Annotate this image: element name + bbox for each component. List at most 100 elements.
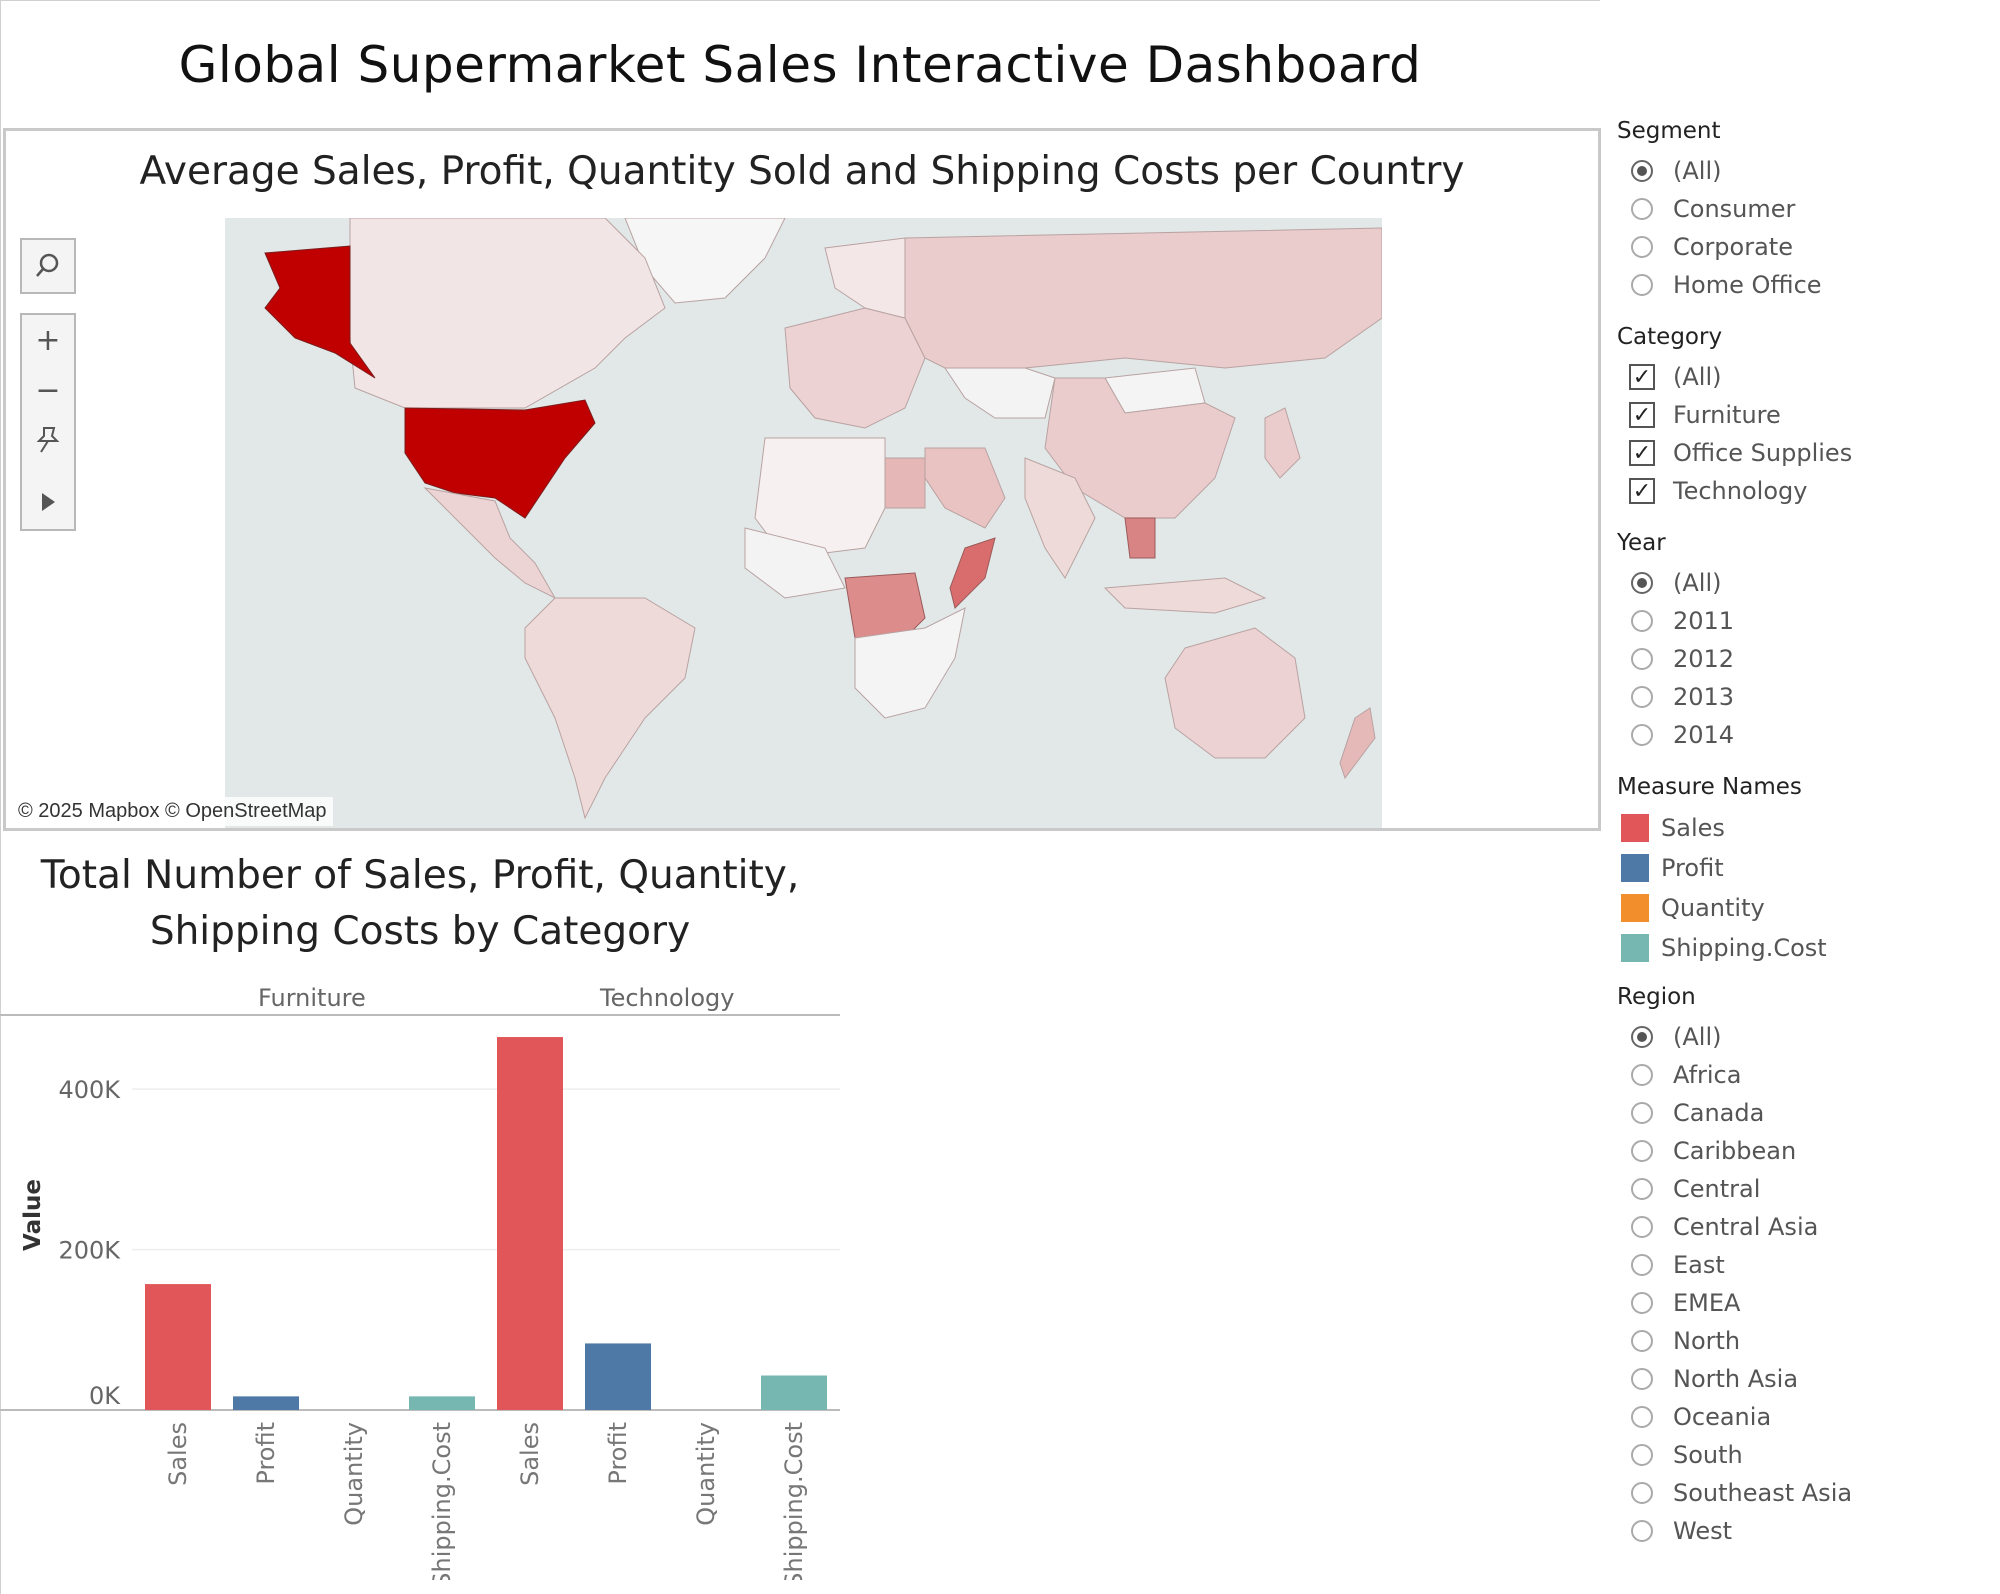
radio-button[interactable]: [1631, 236, 1653, 258]
dashboard-title: Global Supermarket Sales Interactive Das…: [178, 36, 1422, 94]
segment-option-label: Home Office: [1673, 271, 1822, 299]
segment-option-label: Corporate: [1673, 233, 1793, 261]
panel-header-furniture: Furniture: [258, 984, 366, 1012]
bar-furniture-sales[interactable]: [145, 1284, 211, 1410]
radio-button[interactable]: [1631, 648, 1653, 670]
region-option[interactable]: Central Asia: [1617, 1208, 1997, 1246]
region-option[interactable]: North Asia: [1617, 1360, 1997, 1398]
radio-button[interactable]: [1631, 610, 1653, 632]
category-option-label: (All): [1673, 363, 1722, 391]
radio-button[interactable]: [1631, 1520, 1653, 1542]
year-option[interactable]: 2014: [1617, 716, 1997, 754]
region-option-label: South: [1673, 1441, 1743, 1469]
play-icon[interactable]: [22, 477, 74, 527]
map-zoom-toolbar: + −: [20, 313, 76, 531]
region-option-label: North Asia: [1673, 1365, 1799, 1393]
bar-technology-profit[interactable]: [585, 1343, 651, 1410]
bar-chart: 0K 200K 400K Value Sales Profit Quantity Shippi…: [0, 1014, 840, 1580]
x-tick-label: Sales: [164, 1422, 192, 1486]
segment-option[interactable]: Home Office: [1617, 266, 1997, 304]
region-option[interactable]: Central: [1617, 1170, 1997, 1208]
radio-button[interactable]: [1631, 1216, 1653, 1238]
radio-button[interactable]: [1631, 1140, 1653, 1162]
x-tick-label: Profit: [604, 1422, 632, 1485]
world-map[interactable]: [225, 218, 1382, 828]
radio-button[interactable]: [1631, 1330, 1653, 1352]
zoom-in-icon[interactable]: +: [35, 322, 61, 358]
country-southern-africa: [854, 607, 966, 719]
category-option[interactable]: ✓ Office Supplies: [1617, 434, 1997, 472]
radio-button[interactable]: [1631, 198, 1653, 220]
radio-button[interactable]: [1631, 686, 1653, 708]
region-option[interactable]: (All): [1617, 1018, 1997, 1056]
category-option[interactable]: ✓ Technology: [1617, 472, 1997, 510]
radio-button[interactable]: [1631, 1292, 1653, 1314]
legend-label: Sales: [1661, 814, 1725, 842]
radio-button[interactable]: [1631, 724, 1653, 746]
bar-furniture-shipping-cost[interactable]: [409, 1396, 475, 1410]
year-option[interactable]: 2013: [1617, 678, 1997, 716]
category-filter-title: Category: [1617, 324, 1723, 350]
radio-button[interactable]: [1631, 1482, 1653, 1504]
legend-item[interactable]: Sales: [1617, 808, 1997, 848]
checkbox-checked-icon[interactable]: ✓: [1629, 402, 1655, 428]
year-option[interactable]: 2012: [1617, 640, 1997, 678]
legend-label: Shipping.Cost: [1661, 934, 1827, 962]
category-option[interactable]: ✓ (All): [1617, 358, 1997, 396]
checkbox-checked-icon[interactable]: ✓: [1629, 440, 1655, 466]
region-option[interactable]: North: [1617, 1322, 1997, 1360]
region-option-label: Caribbean: [1673, 1137, 1797, 1165]
region-option[interactable]: West: [1617, 1512, 1997, 1550]
segment-option[interactable]: Consumer: [1617, 190, 1997, 228]
segment-option[interactable]: Corporate: [1617, 228, 1997, 266]
year-option[interactable]: 2011: [1617, 602, 1997, 640]
bar-technology-sales[interactable]: [497, 1037, 563, 1410]
bar-furniture-profit[interactable]: [233, 1396, 299, 1410]
radio-button[interactable]: [1631, 1368, 1653, 1390]
legend-item[interactable]: Quantity: [1617, 888, 1997, 928]
segment-option-label: (All): [1673, 157, 1722, 185]
region-option[interactable]: Canada: [1617, 1094, 1997, 1132]
pin-icon[interactable]: [22, 415, 74, 465]
radio-button[interactable]: [1631, 572, 1653, 594]
year-option[interactable]: (All): [1617, 564, 1997, 602]
region-option[interactable]: South: [1617, 1436, 1997, 1474]
map-attribution[interactable]: © 2025 Mapbox © OpenStreetMap: [12, 797, 333, 826]
category-option[interactable]: ✓ Furniture: [1617, 396, 1997, 434]
radio-button[interactable]: [1631, 274, 1653, 296]
radio-button[interactable]: [1631, 1102, 1653, 1124]
radio-button[interactable]: [1631, 1178, 1653, 1200]
frame-border: [0, 0, 1, 1594]
region-option[interactable]: Caribbean: [1617, 1132, 1997, 1170]
zoom-out-icon[interactable]: −: [35, 372, 61, 408]
region-option[interactable]: Africa: [1617, 1056, 1997, 1094]
checkbox-checked-icon[interactable]: ✓: [1629, 364, 1655, 390]
region-option-label: East: [1673, 1251, 1725, 1279]
region-option-label: Canada: [1673, 1099, 1765, 1127]
radio-button[interactable]: [1631, 1254, 1653, 1276]
radio-button[interactable]: [1631, 1444, 1653, 1466]
region-option[interactable]: Oceania: [1617, 1398, 1997, 1436]
x-tick-label: Quantity: [340, 1422, 368, 1526]
region-option-label: Southeast Asia: [1673, 1479, 1853, 1507]
region-option[interactable]: EMEA: [1617, 1284, 1997, 1322]
region-option-label: North: [1673, 1327, 1741, 1355]
legend-label: Profit: [1661, 854, 1724, 882]
region-option[interactable]: Southeast Asia: [1617, 1474, 1997, 1512]
legend-swatch: [1621, 814, 1649, 842]
legend-item[interactable]: Profit: [1617, 848, 1997, 888]
bar-technology-shipping-cost[interactable]: [761, 1375, 827, 1410]
radio-button[interactable]: [1631, 1026, 1653, 1048]
segment-option[interactable]: (All): [1617, 152, 1997, 190]
legend-item[interactable]: Shipping.Cost: [1617, 928, 1997, 968]
radio-button[interactable]: [1631, 160, 1653, 182]
region-option[interactable]: East: [1617, 1246, 1997, 1284]
country-west-africa: [744, 527, 846, 599]
y-axis-label: Value: [20, 1179, 46, 1251]
checkbox-checked-icon[interactable]: ✓: [1629, 478, 1655, 504]
search-icon[interactable]: [22, 240, 74, 290]
radio-button[interactable]: [1631, 1064, 1653, 1086]
radio-button[interactable]: [1631, 1406, 1653, 1428]
legend-label: Quantity: [1661, 894, 1765, 922]
region-option-label: Central Asia: [1673, 1213, 1819, 1241]
